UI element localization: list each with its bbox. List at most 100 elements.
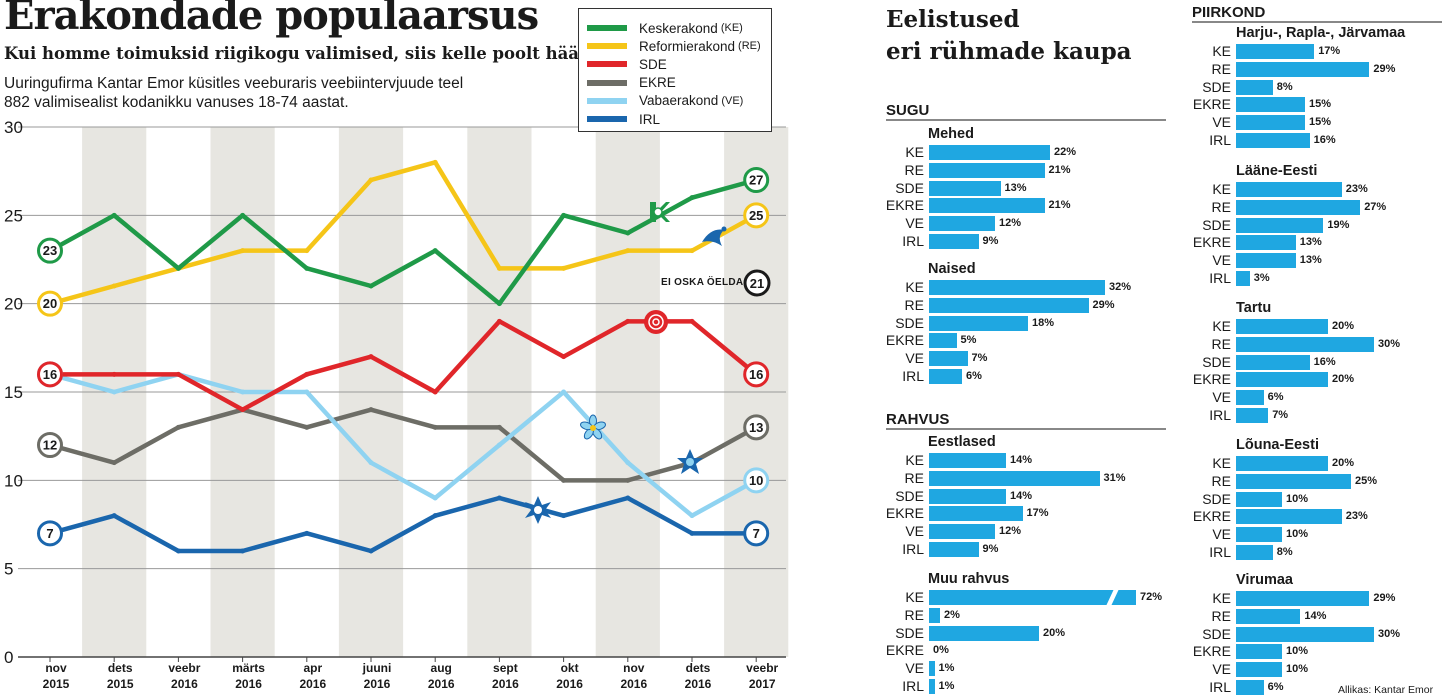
- bar: [1236, 626, 1374, 642]
- bar: [929, 661, 935, 677]
- legend-item: SDE: [587, 55, 667, 73]
- bar: [929, 588, 1136, 607]
- bar-party-label: KE: [905, 589, 924, 605]
- data-point-reformierakond: [432, 159, 438, 165]
- bar: [929, 315, 1028, 331]
- data-point-vabaerakond: [689, 513, 695, 519]
- bar-party-label: IRL: [902, 233, 924, 249]
- data-point-ekre: [561, 477, 567, 483]
- bar-value: 14%: [1010, 489, 1033, 502]
- bar-party-label: RE: [1211, 60, 1231, 77]
- data-point-irl: [304, 530, 310, 536]
- bar-value: 21%: [1048, 199, 1071, 212]
- right-title-line-2: eri rühmade kaupa: [886, 38, 1132, 65]
- bar-value: 13%: [1299, 236, 1322, 249]
- irl-star-logo: [525, 496, 551, 524]
- series-line-ekre: [47, 407, 759, 483]
- bar: [929, 524, 995, 540]
- bar-value: 27%: [1364, 200, 1387, 213]
- data-point-reformierakond: [625, 248, 631, 254]
- bar-party-label: VE: [1212, 661, 1231, 678]
- series-line-keskerakond: [47, 177, 759, 306]
- bar-value: 5%: [960, 334, 977, 347]
- no-answer-value: 21: [750, 276, 764, 291]
- description-line-2: 882 valimisealist kodanikku vanuses 18-7…: [4, 94, 349, 111]
- legend-abbr: (VE): [721, 94, 744, 107]
- bar: [1236, 408, 1269, 423]
- data-label-sde: 16: [749, 367, 763, 382]
- bar: [1236, 253, 1296, 269]
- end-marker-ekre: [37, 432, 63, 458]
- bar-party-label: RE: [1211, 198, 1231, 215]
- right-panel-title: Eelistused eri rühmade kaupa: [886, 4, 1132, 68]
- bar: [1236, 509, 1342, 525]
- bar-value: 0%: [933, 644, 949, 657]
- bar-party-label: EKRE: [885, 642, 924, 659]
- page-title: Erakondade populaarsus: [4, 0, 539, 39]
- bar-party-label: IRL: [1209, 407, 1231, 423]
- bar-value: 2%: [944, 608, 960, 621]
- x-tick-label: dets: [108, 661, 133, 675]
- data-point-sde: [111, 371, 117, 377]
- bar-party-label: IRL: [1209, 544, 1231, 560]
- bar: [1236, 527, 1282, 543]
- bar-party-label: SDE: [895, 179, 924, 196]
- bar-party-label: EKRE: [885, 332, 924, 349]
- bar-value: 30%: [1378, 627, 1401, 640]
- bar-value: 20%: [1332, 320, 1355, 332]
- bar: [929, 198, 1045, 214]
- legend-label: Keskerakond: [639, 20, 718, 36]
- chart-legend: Keskerakond (KE) Reformierakond (RE) SDE EKRE…: [578, 8, 772, 132]
- bar-party-label: KE: [905, 452, 924, 468]
- group-title: Muu rahvus: [928, 571, 1010, 587]
- bar-party-label: RE: [1211, 335, 1231, 352]
- data-point-keskerakond: [240, 212, 246, 218]
- ekre-cornflower-logo: [677, 449, 703, 474]
- data-label-sde: 16: [43, 367, 57, 382]
- data-point-reformierakond: [368, 177, 374, 183]
- bar-value: 17%: [1026, 507, 1049, 520]
- x-tick-label: aug: [431, 661, 452, 675]
- data-label-keskerakond: 27: [749, 173, 763, 188]
- data-label-irl: 7: [46, 526, 53, 541]
- legend-label: EKRE: [639, 75, 676, 91]
- bar: [1236, 545, 1273, 560]
- legend-swatch: [587, 25, 627, 31]
- bar-value: 13%: [1299, 254, 1322, 267]
- group-title: Harju-, Rapla-, Järvamaa: [1236, 25, 1406, 41]
- bar: [929, 625, 1039, 641]
- x-tick-label: 2016: [235, 677, 262, 691]
- bar-value: 72%: [1140, 591, 1163, 603]
- bar: [1236, 456, 1328, 471]
- data-point-vabaerakond: [496, 442, 502, 448]
- bar-value: 8%: [1276, 80, 1293, 93]
- bar: [1236, 354, 1310, 370]
- bar: [929, 280, 1105, 295]
- bar: [929, 369, 962, 384]
- bar-value: 20%: [1043, 626, 1066, 639]
- legend-swatch: [587, 79, 627, 86]
- series-line-irl: [47, 495, 759, 554]
- bar-party-label: KE: [1212, 318, 1231, 334]
- x-tick-label: apr: [303, 661, 322, 675]
- data-label-vabaerakond: 10: [749, 473, 763, 488]
- bar-party-label: RE: [904, 296, 924, 313]
- group-title: Lõuna-Eesti: [1236, 437, 1319, 453]
- section-heading: PIIRKOND: [1192, 4, 1442, 23]
- bar-value: 15%: [1309, 116, 1332, 129]
- bar: [1236, 319, 1328, 334]
- vabaerakond-flower-logo: [580, 414, 606, 440]
- bar-value: 25%: [1355, 474, 1378, 487]
- bar-party-label: IRL: [1209, 132, 1231, 148]
- bar-value: 32%: [1109, 281, 1132, 293]
- data-point-keskerakond: [625, 230, 631, 236]
- bar: [929, 542, 979, 557]
- bar: [1236, 372, 1328, 388]
- legend-label: Reformierakond: [639, 38, 736, 54]
- bar: [1236, 199, 1361, 215]
- bar-party-label: SDE: [1202, 353, 1231, 370]
- bar: [929, 162, 1045, 178]
- bar-party-label: EKRE: [1192, 371, 1231, 388]
- y-tick-label: 15: [4, 383, 23, 402]
- bar-value: 30%: [1378, 337, 1401, 350]
